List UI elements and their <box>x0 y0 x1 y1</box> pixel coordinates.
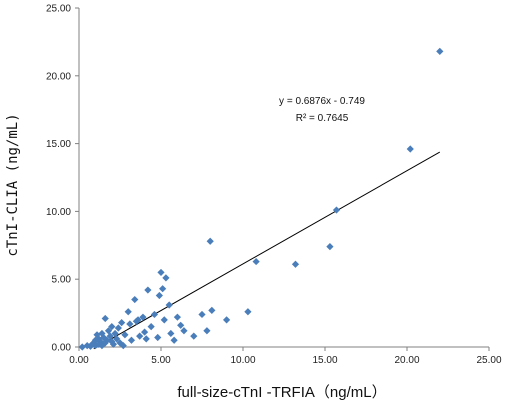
y-tick-label: 20.00 <box>46 71 71 82</box>
data-point <box>332 206 341 214</box>
data-point <box>159 285 167 293</box>
data-point <box>103 336 111 344</box>
y-axis-title: cTnI-CLIA (ng/mL) <box>5 113 21 256</box>
data-point <box>154 333 162 342</box>
data-point <box>142 335 150 343</box>
data-point <box>111 329 119 338</box>
x-tick-label: 5.00 <box>151 355 171 366</box>
data-point <box>155 291 163 300</box>
x-axis-title: full-size-cTnI -TRFIA（ng/mL） <box>177 384 386 401</box>
data-point <box>114 324 122 332</box>
data-point <box>208 306 216 314</box>
data-point <box>162 274 170 282</box>
r-squared-label: R² = 0.7645 <box>296 113 349 124</box>
data-point <box>121 331 129 339</box>
data-point <box>131 295 139 304</box>
data-point <box>95 340 103 348</box>
data-point <box>113 335 121 343</box>
data-point <box>136 332 144 340</box>
data-point <box>206 237 214 245</box>
data-point <box>144 286 152 294</box>
data-point <box>223 316 231 324</box>
data-point <box>180 327 188 335</box>
data-point <box>109 340 118 348</box>
data-point <box>101 314 109 323</box>
data-point <box>406 145 414 153</box>
data-point <box>108 323 116 331</box>
data-point <box>141 328 149 336</box>
data-point <box>291 260 300 268</box>
data-point <box>436 47 444 55</box>
data-point <box>165 301 173 309</box>
y-tick-label: 0.00 <box>52 343 72 354</box>
data-point <box>91 336 99 344</box>
data-point <box>104 327 113 335</box>
x-tick-label: 25.00 <box>476 355 501 366</box>
y-tick-label: 25.00 <box>46 4 71 15</box>
data-points <box>78 47 444 351</box>
data-point <box>119 342 127 350</box>
data-point <box>203 327 211 335</box>
data-point <box>170 336 178 344</box>
y-tick-label: 15.00 <box>46 139 71 150</box>
x-tick-label: 0.00 <box>69 355 89 366</box>
x-tick-label: 20.00 <box>394 355 419 366</box>
data-point <box>198 310 206 319</box>
data-point <box>108 337 116 346</box>
trendline <box>93 151 441 350</box>
data-point <box>190 332 198 340</box>
data-point <box>124 308 132 316</box>
data-point <box>244 308 252 316</box>
data-point <box>157 268 165 277</box>
data-point <box>98 342 106 350</box>
x-tick-label: 10.00 <box>230 355 255 366</box>
equation-label: y = 0.6876x - 0.749 <box>279 96 365 107</box>
data-point <box>150 310 159 319</box>
y-tick-label: 10.00 <box>46 207 71 218</box>
data-point <box>86 342 95 350</box>
data-point <box>147 323 155 331</box>
data-point <box>173 313 181 321</box>
data-point <box>177 321 185 329</box>
data-point <box>167 329 175 338</box>
data-point <box>126 320 134 328</box>
data-point <box>96 337 104 346</box>
data-point <box>106 332 114 340</box>
data-point <box>160 316 168 324</box>
y-tick-label: 5.00 <box>52 275 72 286</box>
data-point <box>134 316 142 324</box>
data-point <box>118 318 126 327</box>
data-point <box>91 342 99 350</box>
plot-area: 0.00 5.00 10.00 15.00 20.00 25.00 0.00 5.00 10.0… <box>46 4 502 367</box>
data-point <box>252 257 260 266</box>
data-point <box>326 243 334 251</box>
data-point <box>139 313 147 321</box>
x-tick-label: 15.00 <box>312 355 337 366</box>
data-point <box>127 336 136 344</box>
